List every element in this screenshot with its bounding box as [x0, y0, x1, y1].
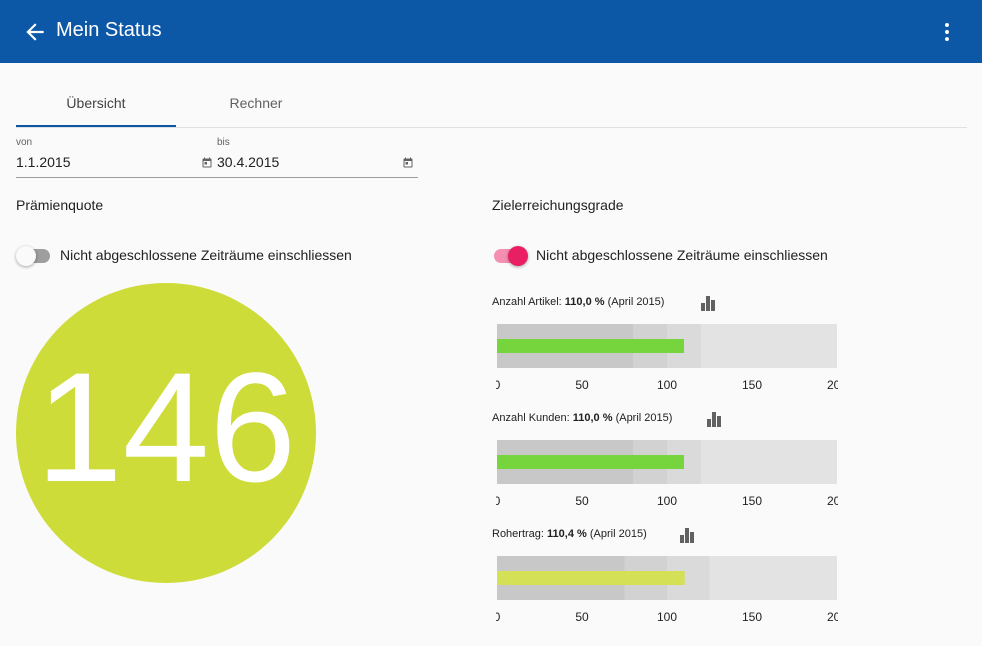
- page-title: Mein Status: [56, 19, 162, 41]
- date-from-value[interactable]: 1.1.2015: [16, 154, 71, 170]
- kpi-name: Anzahl Artikel:: [492, 296, 562, 308]
- range-band: [701, 440, 837, 484]
- kpi-value: 110,0 %: [564, 296, 605, 308]
- more-vert-icon[interactable]: [934, 19, 960, 45]
- value-bar: [497, 455, 684, 469]
- include-open-periods-toggle-right[interactable]: [492, 246, 528, 266]
- axis-tick-label: 150: [742, 378, 762, 392]
- toggle-thumb: [16, 246, 36, 266]
- toggle-label-right: Nicht abgeschlossene Zeiträume einschlie…: [536, 247, 828, 263]
- range-band: [709, 556, 837, 600]
- axis-tick-label: 50: [575, 494, 589, 508]
- tab-rechner[interactable]: Rechner: [229, 95, 283, 111]
- kpi-value: 110,0 %: [572, 412, 613, 424]
- praemienquote-gauge: 146: [16, 283, 316, 583]
- tab-uebersicht[interactable]: Übersicht: [66, 95, 126, 111]
- axis-tick-label: 0: [496, 378, 501, 392]
- kpi-period: (April 2015): [589, 528, 647, 540]
- value-bar: [497, 571, 685, 585]
- bullet-chart-kunden: 0 50 100 150 200: [496, 440, 838, 508]
- app-bar: Mein Status: [0, 0, 982, 63]
- calendar-icon[interactable]: [402, 156, 414, 168]
- date-to-field[interactable]: bis 30.4.2015: [217, 137, 418, 178]
- bullet-chart-artikel: 0 50 100 150 200: [496, 324, 838, 392]
- kpi-name: Rohertrag:: [492, 528, 544, 540]
- axis-tick-label: 200: [827, 378, 838, 392]
- praemienquote-value: 146: [35, 341, 297, 515]
- bar-chart-icon[interactable]: [678, 526, 696, 544]
- bar-chart-icon[interactable]: [699, 294, 717, 312]
- date-from-label: von: [16, 137, 33, 148]
- axis-tick-label: 200: [827, 494, 838, 508]
- axis-tick-label: 50: [575, 610, 589, 624]
- toggle-thumb: [508, 246, 528, 266]
- date-from-field[interactable]: von 1.1.2015: [16, 137, 216, 178]
- axis-tick-label: 50: [575, 378, 589, 392]
- date-to-label: bis: [217, 137, 230, 148]
- bullet-chart-rohertrag: 0 50 100 150 200: [496, 556, 838, 624]
- date-to-value[interactable]: 30.4.2015: [217, 154, 280, 170]
- active-tab-indicator: [16, 125, 176, 127]
- kpi-period: (April 2015): [607, 296, 665, 308]
- axis-tick-label: 100: [657, 494, 677, 508]
- axis-tick-label: 150: [742, 610, 762, 624]
- range-band: [701, 324, 837, 368]
- axis-tick-label: 200: [827, 610, 838, 624]
- praemienquote-title: Prämienquote: [16, 197, 104, 213]
- kpi-label-artikel: Anzahl Artikel: 110,0 % (April 2015): [492, 296, 664, 308]
- include-open-periods-toggle-left[interactable]: [16, 246, 52, 266]
- bar-chart-icon[interactable]: [705, 410, 723, 428]
- back-arrow-icon[interactable]: [22, 19, 48, 45]
- kpi-name: Anzahl Kunden:: [492, 412, 570, 424]
- axis-tick-label: 100: [657, 610, 677, 624]
- tab-bar: Übersicht Rechner: [16, 84, 967, 128]
- kpi-period: (April 2015): [615, 412, 673, 424]
- date-field-underline: [16, 177, 418, 178]
- value-bar: [497, 339, 684, 353]
- kpi-label-kunden: Anzahl Kunden: 110,0 % (April 2015): [492, 412, 672, 424]
- axis-tick-label: 0: [496, 494, 501, 508]
- axis-tick-label: 150: [742, 494, 762, 508]
- calendar-icon[interactable]: [201, 156, 213, 168]
- toggle-label-left: Nicht abgeschlossene Zeiträume einschlie…: [60, 247, 352, 263]
- axis-tick-label: 0: [496, 610, 501, 624]
- zielerreichung-title: Zielerreichungsgrade: [492, 197, 624, 213]
- kpi-value: 110,4 %: [547, 528, 587, 540]
- axis-tick-label: 100: [657, 378, 677, 392]
- kpi-label-rohertrag: Rohertrag: 110,4 % (April 2015): [492, 528, 647, 540]
